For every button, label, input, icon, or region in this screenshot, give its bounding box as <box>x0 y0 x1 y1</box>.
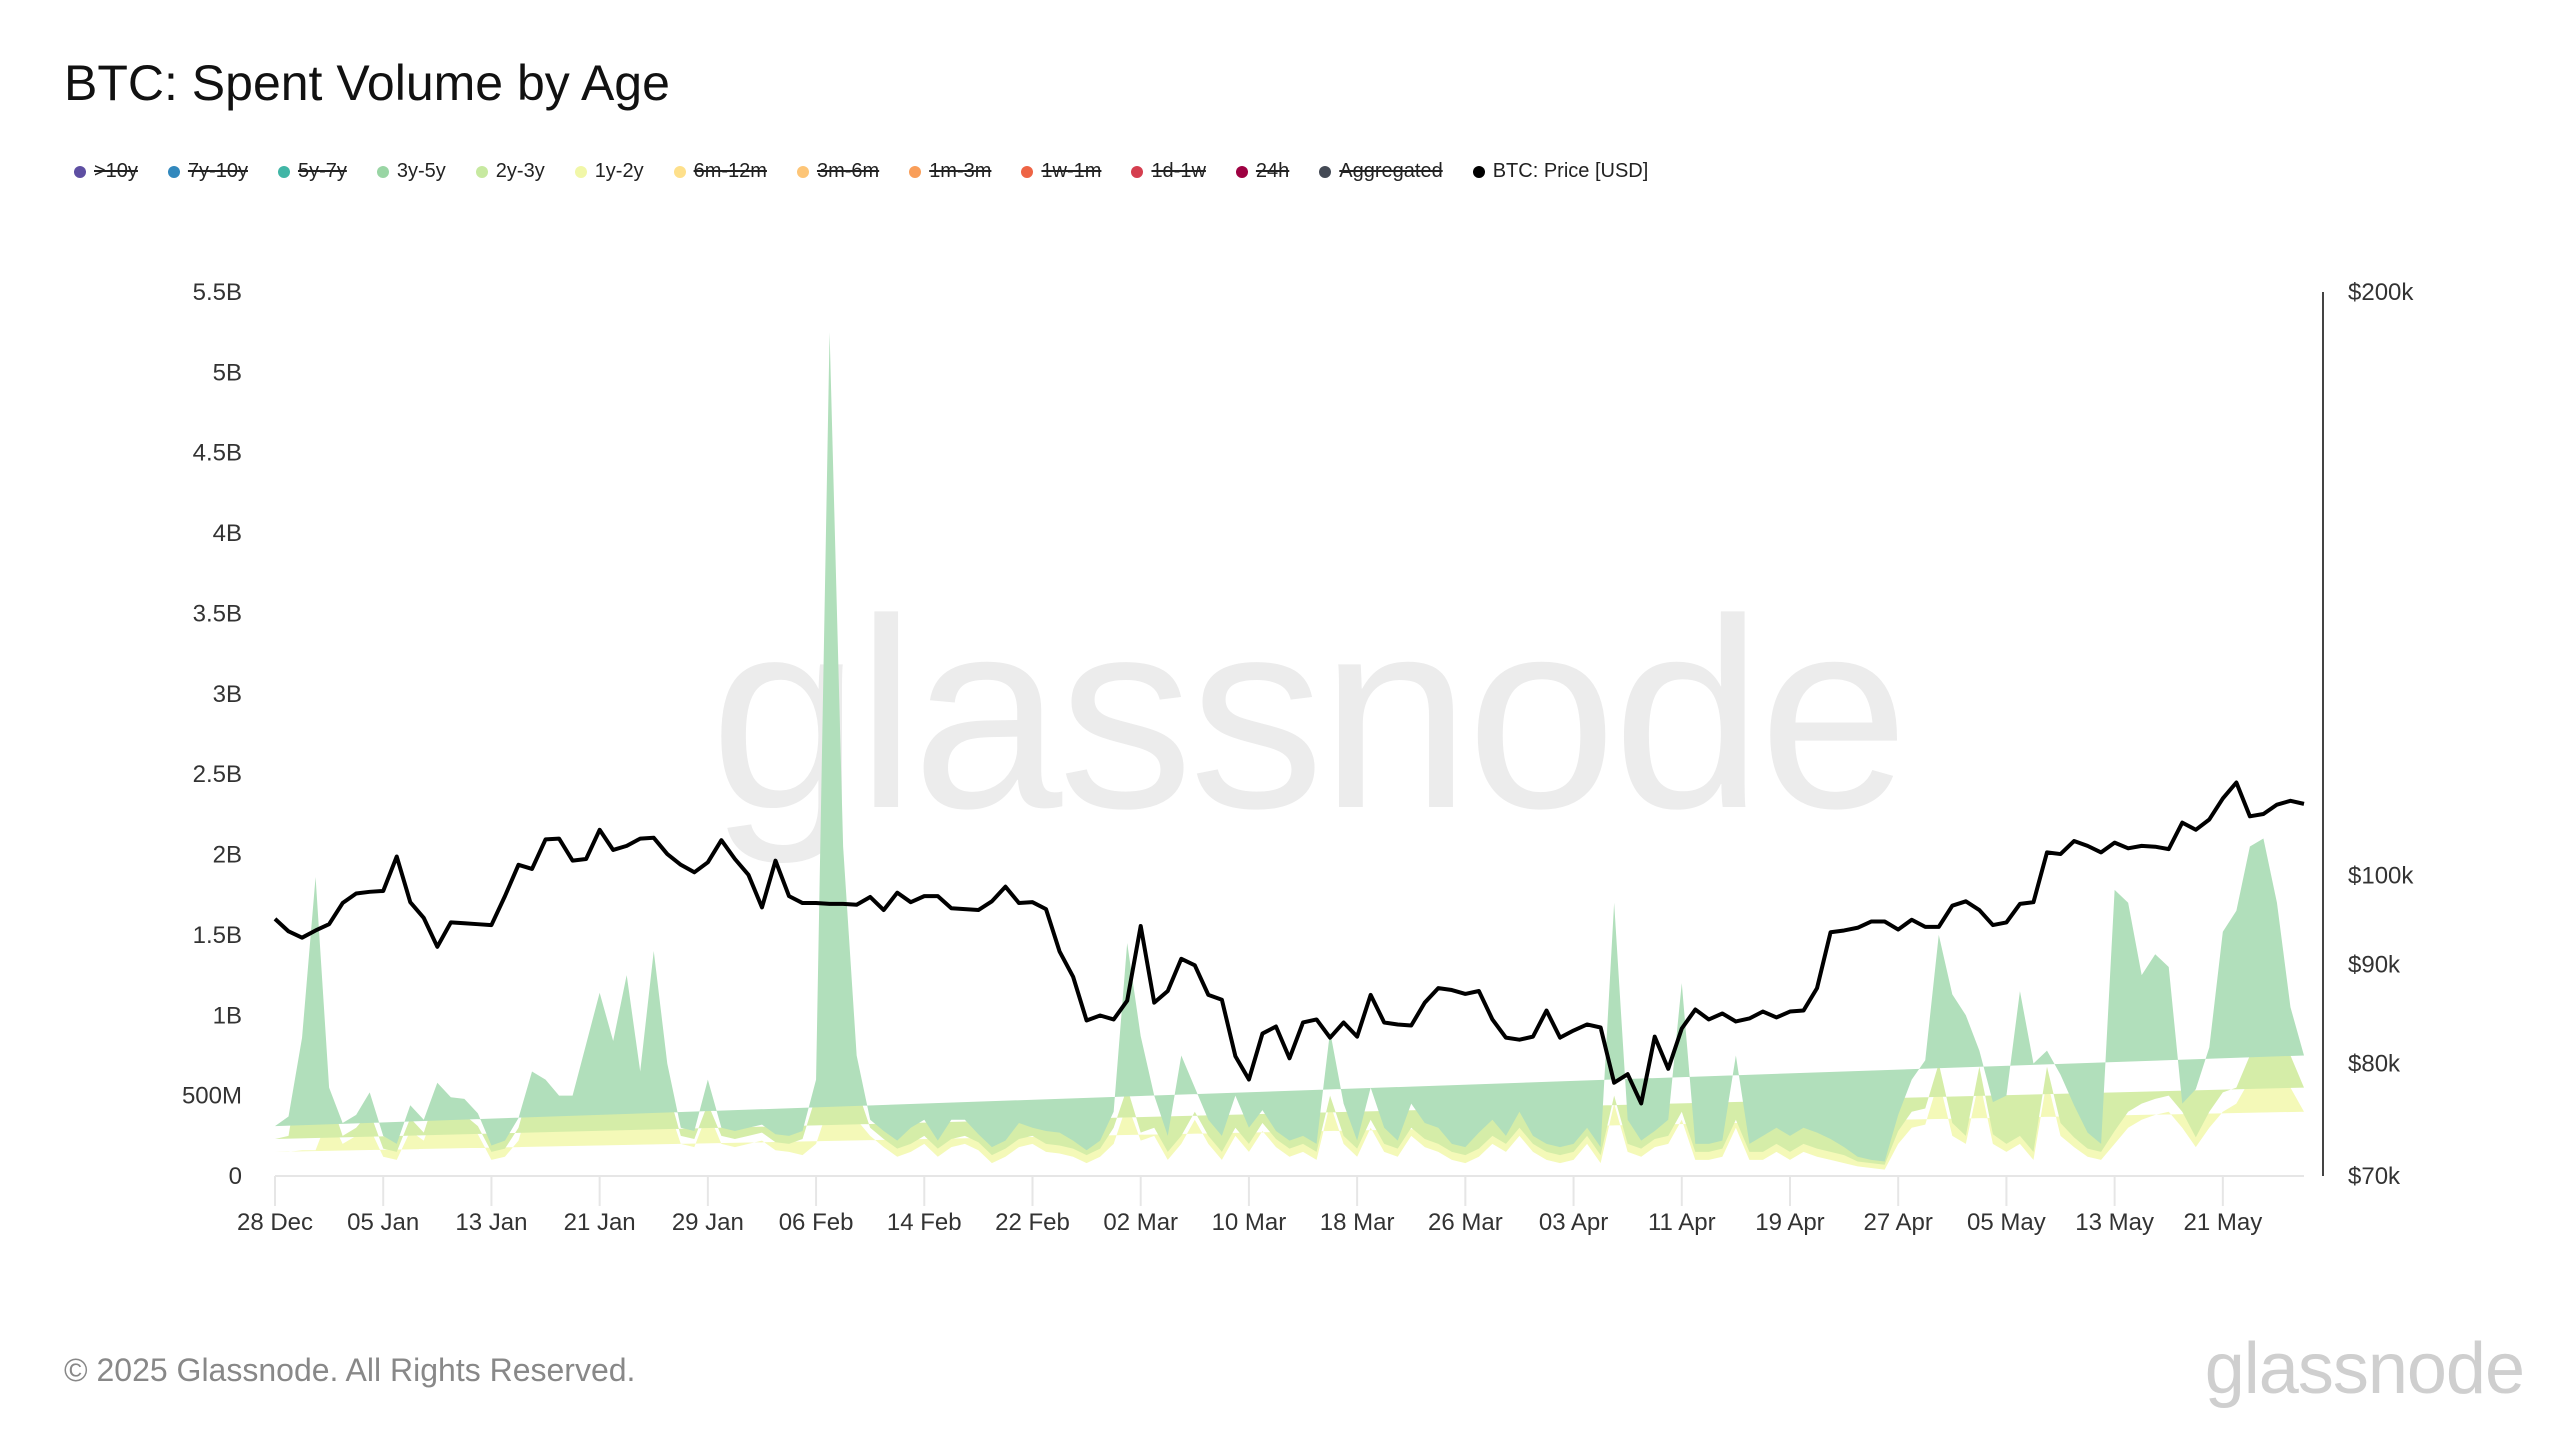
y-axis-tick-label: 1B <box>213 1002 242 1029</box>
legend-item-1d-1w[interactable]: 1d-1w <box>1131 160 1206 183</box>
legend-dot-icon <box>1319 165 1332 178</box>
y-axis-tick-label: 2.5B <box>193 761 242 788</box>
legend-label: 1w-1m <box>1041 160 1102 182</box>
legend: >10y 7y-10y 5y-7y 3y-5y 2y-3y 1y-2y 6m-12m 3m-6… <box>74 160 1678 183</box>
y-axis-tick-label: 2B <box>213 842 242 869</box>
y2-axis-tick-label: $200k <box>2348 279 2414 306</box>
x-axis-tick-label: 10 Mar <box>1212 1209 1287 1236</box>
legend-label: 2y-3y <box>495 160 545 182</box>
y-axis-tick-label: 500M <box>182 1083 242 1110</box>
watermark: glassnode <box>710 564 1909 865</box>
x-axis-tick-label: 21 May <box>2183 1209 2262 1236</box>
legend-dot-icon <box>1021 165 1034 178</box>
y-axis-tick-label: 3B <box>213 681 242 708</box>
y2-axis-tick-label: $70k <box>2348 1163 2401 1190</box>
legend-item-btc-price-usd[interactable]: BTC: Price [USD] <box>1472 160 1649 183</box>
y2-axis-tick-label: $90k <box>2348 951 2401 978</box>
legend-label: 1d-1w <box>1151 160 1206 182</box>
y-axis-tick-label: 0 <box>229 1163 242 1190</box>
chart-title: BTC: Spent Volume by Age <box>64 55 670 111</box>
x-axis-tick-label: 14 Feb <box>887 1209 962 1236</box>
x-axis-tick-label: 11 Apr <box>1648 1209 1716 1236</box>
legend-label: 6m-12m <box>693 160 767 182</box>
legend-dot-icon <box>74 165 86 178</box>
y-axis-tick-label: 5.5B <box>193 279 242 306</box>
glassnode-logo: glassnode <box>2204 1329 2525 1409</box>
x-axis-tick-label: 26 Mar <box>1428 1209 1503 1236</box>
x-axis-tick-label: 13 Jan <box>455 1209 527 1236</box>
area-series-3y-5y <box>275 332 2304 1162</box>
legend-label: 3m-6m <box>816 160 880 182</box>
x-axis-tick-label: 05 Jan <box>347 1209 419 1236</box>
legend-label: 3y-5y <box>396 160 446 182</box>
legend-item-3m-6m[interactable]: 3m-6m <box>796 160 880 183</box>
legend-dot-icon <box>796 165 809 178</box>
legend-dot-icon <box>475 165 488 178</box>
legend-label: Aggregated <box>1339 160 1443 182</box>
x-axis-tick-label: 29 Jan <box>672 1209 744 1236</box>
legend-item-1m-3m[interactable]: 1m-3m <box>909 160 991 183</box>
legend-item-2y-3y[interactable]: 2y-3y <box>475 160 545 183</box>
legend-item-3y-5y[interactable]: 3y-5y <box>376 160 446 183</box>
legend-label: >10y <box>94 160 138 182</box>
price-line <box>273 780 2305 1106</box>
y-axis-tick-label: 4.5B <box>193 440 242 467</box>
legend-dot-icon <box>167 165 180 178</box>
x-axis-tick-label: 06 Feb <box>779 1209 854 1236</box>
y2-axis-tick-label: $80k <box>2348 1051 2401 1078</box>
legend-item-aggregated[interactable]: Aggregated <box>1319 160 1443 183</box>
x-axis-tick-label: 18 Mar <box>1320 1209 1395 1236</box>
x-axis-tick-label: 21 Jan <box>564 1209 636 1236</box>
legend-item-5y-7y[interactable]: 5y-7y <box>277 160 347 183</box>
legend-dot-icon <box>673 165 686 178</box>
x-axis-tick-label: 05 May <box>1967 1209 2046 1236</box>
legend-dot-icon <box>277 165 290 178</box>
legend-item-24h[interactable]: 24h <box>1235 160 1290 183</box>
x-axis-tick-label: 27 Apr <box>1864 1209 1933 1236</box>
legend-label: 5y-7y <box>297 160 347 182</box>
legend-label: 1m-3m <box>929 160 992 182</box>
legend-dot-icon <box>1131 165 1144 178</box>
legend-dot-icon <box>376 165 389 178</box>
legend-dot-icon <box>909 165 922 178</box>
legend-item-6m-12m[interactable]: 6m-12m <box>673 160 767 183</box>
y-axis-tick-label: 1.5B <box>193 922 242 949</box>
y-axis-tick-label: 4B <box>213 520 242 547</box>
legend-item-1y-2y[interactable]: 1y-2y <box>574 160 644 183</box>
legend-item-1w-1m[interactable]: 1w-1m <box>1021 160 1101 183</box>
legend-label: 24h <box>1255 160 1290 182</box>
copyright-text: © 2025 Glassnode. All Rights Reserved. <box>64 1352 636 1388</box>
y-axis-tick-label: 3.5B <box>193 600 242 627</box>
legend-item-10y[interactable]: >10y <box>74 160 138 183</box>
legend-dot-icon <box>1472 165 1485 178</box>
x-axis-tick-label: 03 Apr <box>1539 1209 1608 1236</box>
y2-axis-tick-label: $100k <box>2348 863 2414 890</box>
legend-label: 7y-10y <box>187 160 248 182</box>
legend-dot-icon <box>1235 165 1248 178</box>
legend-item-7y-10y[interactable]: 7y-10y <box>167 160 248 183</box>
y-axis-tick-label: 5B <box>213 359 242 386</box>
legend-label: 1y-2y <box>594 160 644 182</box>
x-axis-tick-label: 28 Dec <box>237 1209 313 1236</box>
x-axis-tick-label: 19 Apr <box>1755 1209 1824 1236</box>
x-axis-tick-label: 13 May <box>2075 1209 2154 1236</box>
legend-label: BTC: Price [USD] <box>1492 160 1649 182</box>
x-axis-tick-label: 02 Mar <box>1103 1209 1178 1236</box>
x-axis-tick-label: 22 Feb <box>995 1209 1070 1236</box>
legend-dot-icon <box>574 165 587 178</box>
